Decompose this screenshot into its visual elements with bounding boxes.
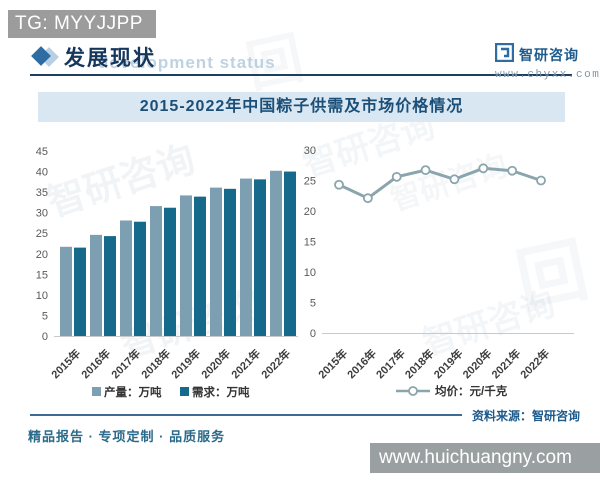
- bar-series-demand: [74, 171, 296, 336]
- svg-text:2016年: 2016年: [78, 346, 113, 381]
- bar: [60, 246, 72, 336]
- svg-text:2015年: 2015年: [48, 346, 83, 381]
- svg-text:40: 40: [36, 167, 48, 179]
- svg-text:2019年: 2019年: [168, 346, 203, 381]
- data-source-label: 资料来源：智研咨询: [471, 409, 580, 423]
- supply-demand-bar-chart: 0 5 10 15 20 25 30 35 40 45 2015年 2016年 2017年 2018年 20…: [30, 140, 300, 417]
- bar: [270, 170, 282, 336]
- svg-text:2018年: 2018年: [138, 346, 173, 381]
- svg-text:2018年: 2018年: [402, 346, 437, 381]
- svg-text:20: 20: [304, 206, 316, 218]
- svg-text:20: 20: [36, 249, 48, 261]
- data-point-marker: [449, 174, 460, 185]
- brand-block: 智研咨询 www.chyxx.com: [494, 42, 600, 81]
- svg-text:35: 35: [36, 187, 48, 199]
- svg-text:15: 15: [304, 237, 316, 249]
- svg-text:30: 30: [36, 208, 48, 220]
- section-watermark-text: development status: [98, 53, 276, 72]
- legend-swatch-demand: [180, 387, 189, 396]
- bar: [74, 247, 86, 336]
- header-divider: [30, 74, 572, 76]
- svg-text:2022年: 2022年: [258, 346, 293, 381]
- bar: [164, 207, 176, 336]
- bar: [254, 179, 266, 336]
- bar: [150, 206, 162, 336]
- bar-chart-svg: 0510152025303540452015年2016年2017年2018年20…: [36, 146, 298, 399]
- svg-text:10: 10: [36, 290, 48, 302]
- svg-text:0: 0: [310, 328, 316, 340]
- svg-text:25: 25: [36, 228, 48, 240]
- svg-text:2021年: 2021年: [488, 346, 523, 381]
- svg-text:5: 5: [310, 298, 316, 310]
- svg-text:2017年: 2017年: [373, 346, 408, 381]
- svg-text:30: 30: [304, 145, 316, 157]
- svg-text:45: 45: [36, 146, 48, 158]
- bar: [210, 187, 222, 336]
- svg-text:产量：万吨: 产量：万吨: [104, 385, 162, 399]
- data-point-marker: [420, 165, 431, 176]
- bar-series-production: [60, 170, 282, 336]
- svg-text:25: 25: [304, 176, 316, 188]
- bar: [90, 234, 102, 336]
- data-point-marker: [536, 175, 546, 186]
- line-chart-legend: 均价：元/千克: [396, 384, 508, 398]
- svg-text:0: 0: [42, 331, 48, 343]
- svg-text:需求：万吨: 需求：万吨: [192, 385, 250, 399]
- line-chart-svg: 0510152025302015年2016年2017年2018年2019年202…: [304, 145, 574, 398]
- tg-badge: TG: MYYJJPP: [8, 10, 156, 38]
- svg-text:2020年: 2020年: [198, 346, 233, 381]
- brand-logo-icon: [494, 42, 515, 67]
- legend-swatch-production: [92, 387, 101, 396]
- svg-text:2015年: 2015年: [315, 346, 350, 381]
- svg-text:2016年: 2016年: [344, 346, 379, 381]
- brand-name: 智研咨询: [519, 47, 579, 63]
- chart-title: 2015-2022年中国粽子供需及市场价格情况: [38, 92, 565, 122]
- svg-text:2021年: 2021年: [228, 346, 263, 381]
- svg-text:5: 5: [42, 310, 48, 322]
- data-point-marker: [334, 179, 344, 190]
- svg-text:15: 15: [36, 269, 48, 281]
- data-point-marker: [478, 163, 489, 174]
- avg-price-line-chart: 0 5 10 15 20 25 30 2015年 2016年 2017年 2018年 2019年 202…: [300, 140, 580, 417]
- bar: [240, 178, 252, 336]
- line-chart-y-axis: 0 5 10 15 20 25 30: [304, 145, 316, 340]
- svg-text:2017年: 2017年: [108, 346, 143, 381]
- source-divider: [30, 414, 462, 416]
- footer-url-bar[interactable]: www.huichuangny.com: [370, 443, 600, 473]
- diamond-icon: [31, 46, 59, 68]
- bar: [120, 220, 132, 336]
- svg-text:10: 10: [304, 267, 316, 279]
- data-point-marker: [362, 193, 373, 204]
- bar: [194, 196, 206, 336]
- bar: [284, 171, 296, 336]
- bar: [180, 195, 192, 336]
- price-line-markers: [334, 163, 546, 204]
- bar-chart-y-axis: 0 5 10 15 20 25 30 35 40 45: [36, 146, 48, 343]
- bar: [224, 188, 236, 336]
- svg-text:2020年: 2020年: [459, 346, 494, 381]
- section-title: 发展现状: [64, 47, 156, 70]
- brand-site-url[interactable]: www.chyxx.com: [495, 69, 600, 81]
- bar: [134, 221, 146, 336]
- svg-text:2019年: 2019年: [431, 346, 466, 381]
- svg-text:均价：元/千克: 均价：元/千克: [435, 384, 508, 398]
- data-point-marker: [507, 165, 518, 176]
- bar: [104, 236, 116, 336]
- bar-chart-legend: 产量：万吨 需求：万吨: [92, 385, 250, 399]
- footer-tagline: 精品报告 · 专项定制 · 品质服务: [28, 429, 226, 444]
- svg-text:2022年: 2022年: [517, 346, 552, 381]
- data-point-marker: [391, 171, 402, 182]
- legend-circle-marker: [408, 386, 418, 396]
